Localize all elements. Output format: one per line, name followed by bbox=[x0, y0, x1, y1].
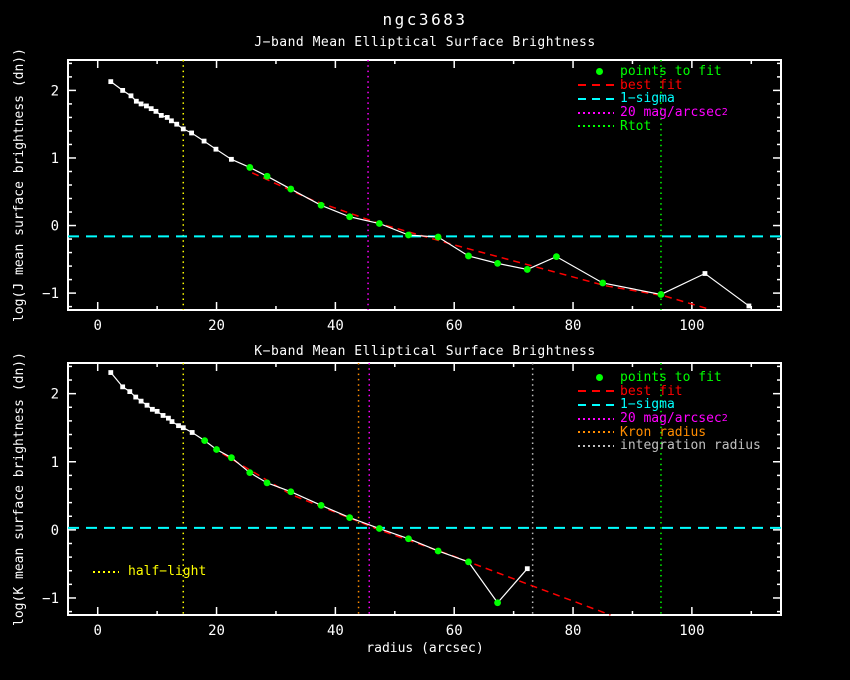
svg-text:−1: −1 bbox=[42, 591, 59, 607]
svg-text:0: 0 bbox=[51, 523, 59, 539]
half-light-annotation: half−light bbox=[93, 564, 253, 580]
legend-label: Kron radius bbox=[620, 424, 707, 440]
k-band-panel-title: K−band Mean Elliptical Surface Brightnes… bbox=[254, 344, 596, 359]
legend-item-best-fit: best fit bbox=[578, 383, 808, 399]
svg-text:20: 20 bbox=[208, 623, 225, 639]
svg-text:80: 80 bbox=[565, 623, 582, 639]
legend-label: 1−sigma bbox=[620, 91, 675, 107]
dotted-line-icon bbox=[578, 111, 614, 114]
dashed-line-icon bbox=[578, 97, 614, 100]
svg-text:2: 2 bbox=[51, 83, 59, 99]
legend-label: points to fit bbox=[620, 64, 722, 80]
legend-label: 1−sigma bbox=[620, 397, 675, 413]
half-light-row: half−light bbox=[93, 564, 253, 580]
legend-label: best fit bbox=[620, 77, 683, 93]
legend-label: 20 mag/arcsec bbox=[620, 105, 722, 121]
svg-text:1: 1 bbox=[51, 455, 59, 471]
legend-label: best fit bbox=[620, 383, 683, 399]
legend-item-20mag: 20 mag/arcsec 2 bbox=[578, 105, 808, 121]
legend-item-points-to-fit: points to fit bbox=[578, 370, 808, 386]
svg-text:40: 40 bbox=[327, 623, 344, 639]
legend-item-points-to-fit: points to fit bbox=[578, 64, 808, 80]
j-band-legend: points to fit best fit 1−sigma 20 mag/ar… bbox=[578, 64, 808, 134]
dotted-line-icon bbox=[578, 431, 614, 434]
legend-label: Rtot bbox=[620, 118, 652, 134]
dashed-line-icon bbox=[578, 403, 614, 406]
j-band-panel-title: J−band Mean Elliptical Surface Brightnes… bbox=[254, 35, 596, 50]
svg-text:60: 60 bbox=[446, 623, 463, 639]
legend-item-rtot: Rtot bbox=[578, 118, 808, 134]
svg-text:−1: −1 bbox=[42, 286, 59, 302]
svg-text:0: 0 bbox=[51, 219, 59, 235]
k-band-legend: points to fit best fit 1−sigma 20 mag/ar… bbox=[578, 370, 808, 454]
points-marker-icon bbox=[578, 67, 614, 75]
points-marker-icon bbox=[578, 373, 614, 381]
svg-text:2: 2 bbox=[51, 387, 59, 403]
dashed-line-icon bbox=[578, 390, 614, 393]
dotted-line-icon bbox=[578, 417, 614, 420]
svg-text:0: 0 bbox=[93, 623, 101, 639]
legend-label: points to fit bbox=[620, 370, 722, 386]
svg-text:100: 100 bbox=[679, 623, 704, 639]
legend-item-integration-radius: integration radius bbox=[578, 438, 808, 454]
svg-text:80: 80 bbox=[565, 318, 582, 334]
x-axis-label: radius (arcsec) bbox=[366, 641, 484, 656]
legend-label: 20 mag/arcsec bbox=[620, 411, 722, 427]
dotted-line-icon bbox=[578, 444, 614, 447]
svg-text:20: 20 bbox=[208, 318, 225, 334]
half-light-label: half−light bbox=[128, 564, 207, 580]
figure-title: ngc3683 bbox=[382, 10, 468, 29]
legend-item-one-sigma: 1−sigma bbox=[578, 397, 808, 413]
svg-text:60: 60 bbox=[446, 318, 463, 334]
dashed-line-icon bbox=[578, 84, 614, 87]
svg-text:0: 0 bbox=[93, 318, 101, 334]
legend-item-20mag: 20 mag/arcsec 2 bbox=[578, 411, 808, 427]
legend-item-kron-radius: Kron radius bbox=[578, 424, 808, 440]
svg-text:100: 100 bbox=[679, 318, 704, 334]
legend-item-one-sigma: 1−sigma bbox=[578, 91, 808, 107]
dotted-line-icon bbox=[578, 125, 614, 128]
legend-item-best-fit: best fit bbox=[578, 77, 808, 93]
legend-label: integration radius bbox=[620, 438, 761, 454]
svg-text:1: 1 bbox=[51, 151, 59, 167]
svg-text:40: 40 bbox=[327, 318, 344, 334]
dotted-line-icon bbox=[93, 570, 119, 573]
